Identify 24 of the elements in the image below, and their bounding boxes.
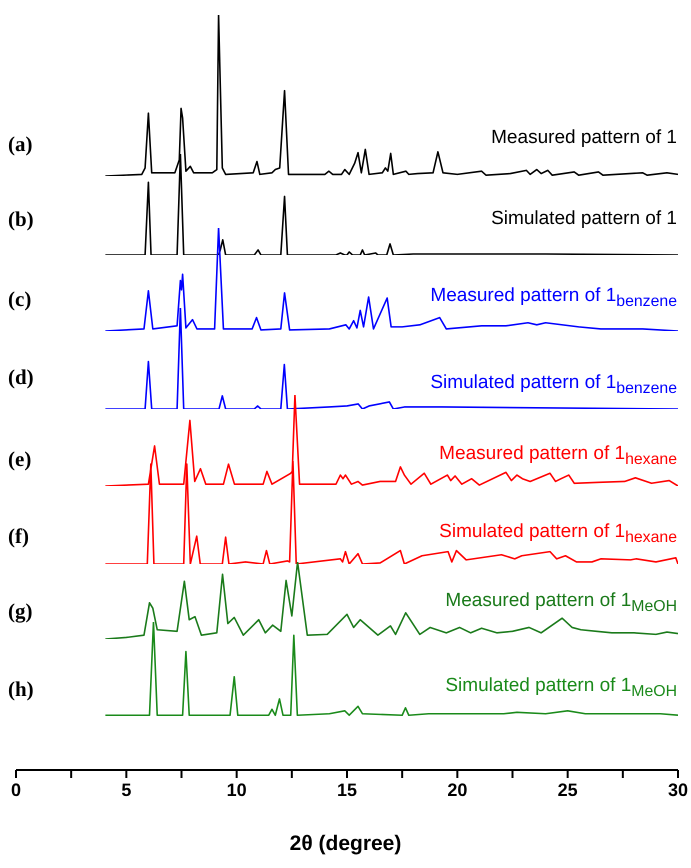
series-label: Measured pattern of 1	[491, 127, 677, 149]
series-label: Measured pattern of 1$_{benzene}$	[430, 285, 677, 312]
text: (h)	[8, 677, 34, 702]
series-label: Measured pattern of 1$_{hexane}$	[439, 443, 677, 470]
series-label: Simulated pattern of 1$_{MeOH}$	[445, 675, 677, 702]
x-axis-title: 2θ (degree)	[288, 832, 402, 856]
text: (b)	[8, 207, 34, 232]
text: (d)	[8, 365, 34, 390]
x-tick-label: 10	[226, 780, 247, 800]
series-label: Simulated pattern of 1	[491, 208, 677, 230]
x-tick-label: 20	[447, 780, 468, 800]
text: (e)	[8, 447, 32, 472]
series-label: Measured pattern of 1$_{MeOH}$	[445, 590, 677, 617]
x-tick-label: 30	[668, 780, 688, 800]
x-tick-label: 0	[10, 780, 22, 800]
text: (a)	[8, 132, 32, 157]
text: (c)	[8, 287, 32, 312]
text: (f)	[8, 524, 29, 549]
x-tick-label: 5	[121, 780, 132, 800]
series-label: Simulated pattern of 1$_{benzene}$	[430, 372, 677, 399]
text: (g)	[8, 599, 32, 624]
x-tick-label: 15	[336, 780, 358, 800]
series-label: Simulated pattern of 1$_{hexane}$	[439, 521, 677, 548]
x-tick-label: 25	[558, 780, 578, 800]
